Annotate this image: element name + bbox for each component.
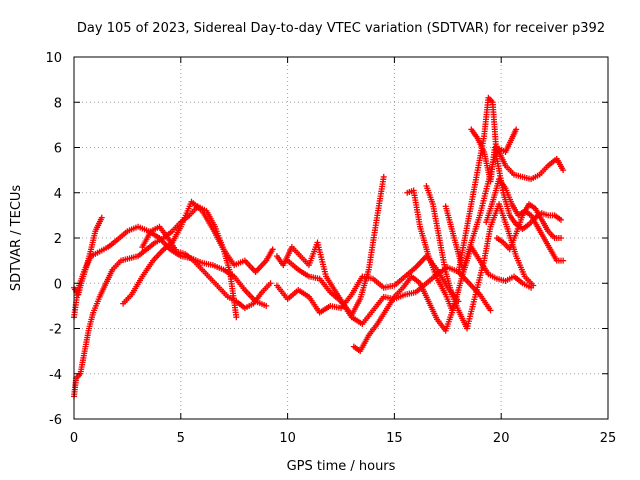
- data-point: [380, 173, 387, 180]
- x-tick-label: 0: [70, 431, 78, 446]
- data-point: [530, 282, 537, 289]
- data-point: [487, 307, 494, 314]
- x-tick-label: 15: [386, 431, 403, 446]
- x-tick-label: 5: [177, 431, 185, 446]
- data-point: [560, 257, 567, 264]
- series-track-4: [120, 198, 276, 307]
- data-point: [233, 314, 240, 321]
- series-track-5: [139, 223, 274, 312]
- y-tick-label: 10: [45, 51, 62, 66]
- series-track-10: [404, 187, 460, 314]
- data-point: [269, 246, 276, 253]
- y-tick-label: -4: [49, 368, 62, 383]
- data-points: [71, 94, 567, 400]
- x-tick-label: 20: [493, 431, 510, 446]
- series-track-7: [273, 253, 462, 316]
- data-point: [98, 214, 105, 221]
- data-point: [560, 167, 567, 174]
- series-track-8: [284, 257, 494, 327]
- y-tick-label: -2: [49, 323, 62, 338]
- y-axis-label: SDTVAR / TECUs: [9, 185, 24, 292]
- y-tick-label: 8: [54, 96, 62, 111]
- y-tick-label: 6: [54, 142, 62, 157]
- y-tick-label: -6: [49, 413, 62, 428]
- data-point: [267, 280, 274, 287]
- series-track-2: [71, 223, 270, 321]
- grid: [74, 57, 608, 419]
- y-tick-label: 0: [54, 277, 62, 292]
- data-point: [558, 235, 565, 241]
- x-axis-label: GPS time / hours: [287, 459, 396, 474]
- data-point: [558, 216, 565, 223]
- axis-ticks: 0 5 10 15 20 25 -6 -4 -2 0 2 4 6 8 10: [45, 51, 616, 446]
- y-tick-label: 4: [54, 187, 62, 202]
- x-tick-label: 25: [600, 431, 617, 446]
- x-tick-label: 10: [279, 431, 296, 446]
- data-point: [263, 302, 270, 309]
- y-tick-label: 2: [54, 232, 62, 247]
- data-point: [513, 126, 520, 133]
- series-track-16: [493, 201, 565, 253]
- series-track-11: [423, 182, 537, 332]
- chart-title: Day 105 of 2023, Sidereal Day-to-day VTE…: [77, 21, 605, 36]
